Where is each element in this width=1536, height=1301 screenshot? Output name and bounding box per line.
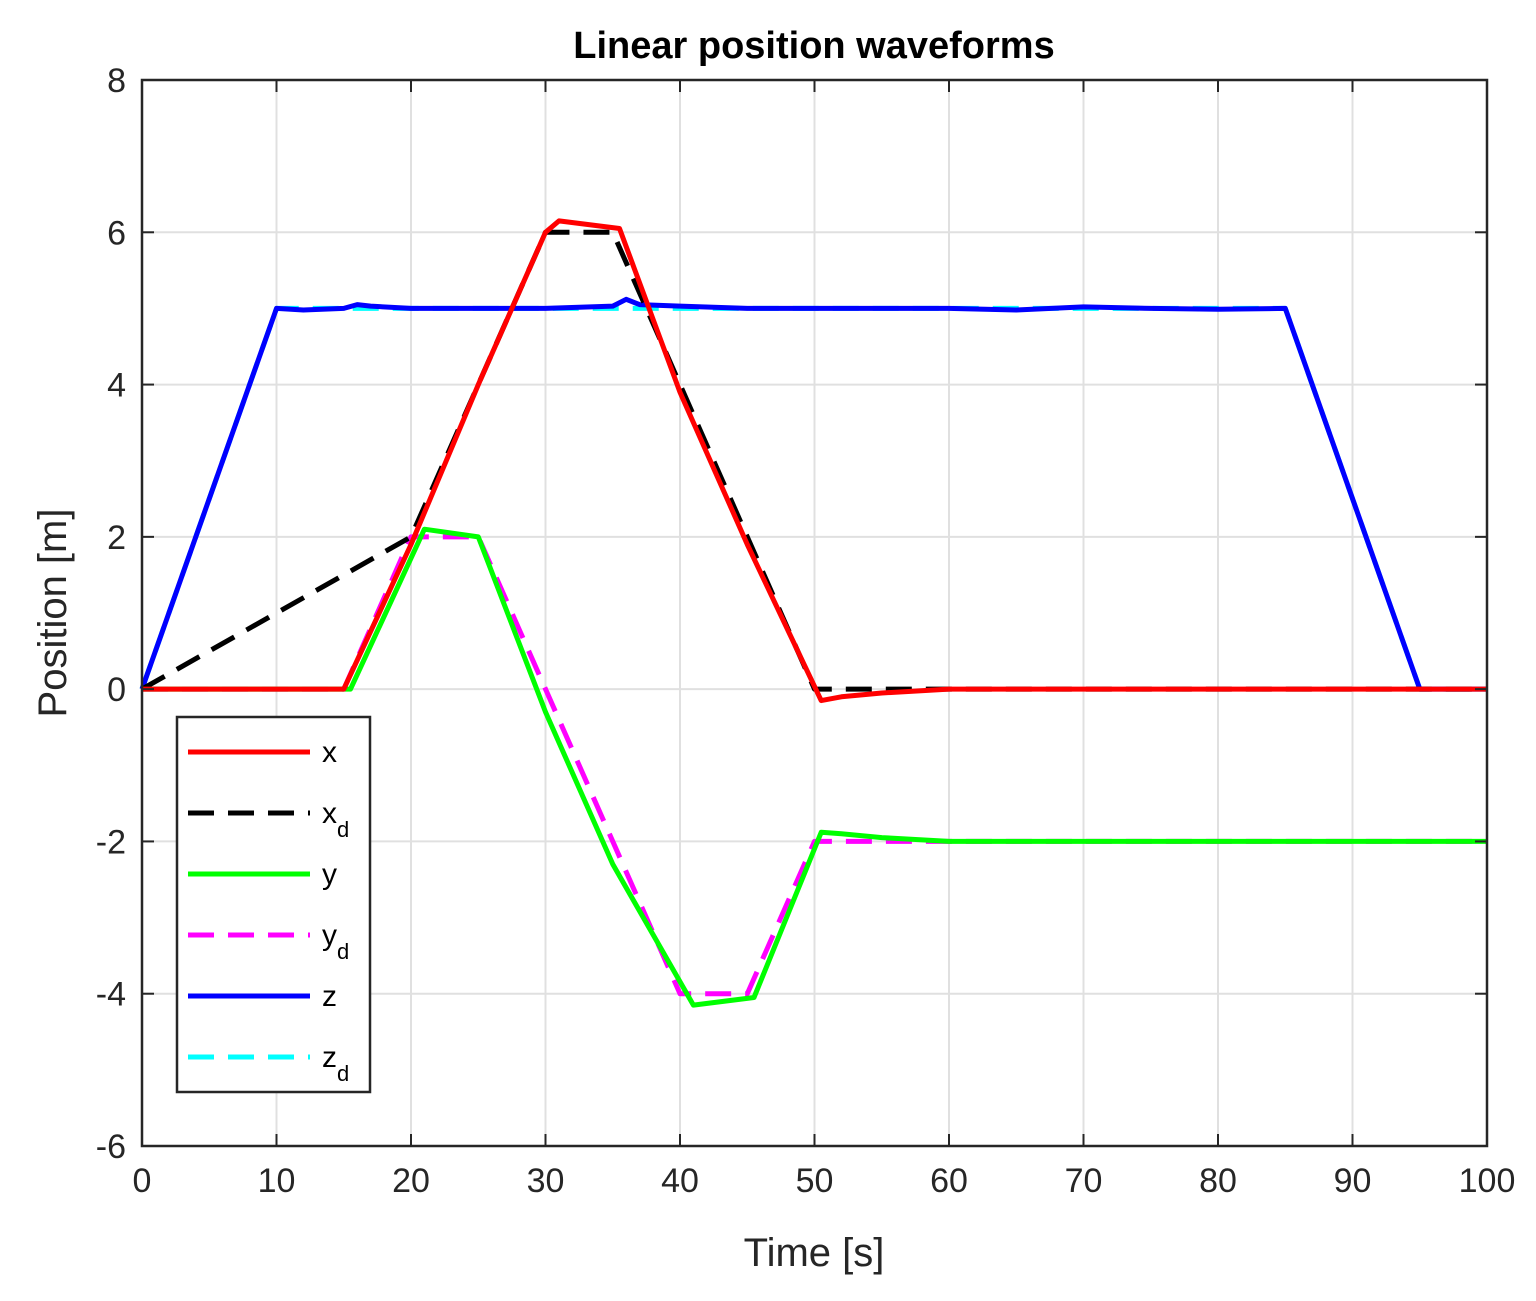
ticks — [141, 79, 1488, 1147]
x-tick-label: 20 — [392, 1162, 430, 1200]
legend-label-subscript: d — [337, 939, 349, 964]
x-tick-label: 10 — [258, 1162, 296, 1200]
y-tick-label: 2 — [107, 519, 126, 557]
chart-title: Linear position waveforms — [573, 25, 1054, 67]
series-line-x — [142, 218, 1487, 704]
legend-label-x: x — [322, 736, 337, 769]
series-line-z — [139, 296, 1487, 692]
legend-label-y-d: yd — [322, 919, 349, 964]
x-tick-label: 80 — [1199, 1162, 1237, 1200]
y-tick-label: 6 — [107, 214, 126, 252]
x-tick-label: 30 — [527, 1162, 565, 1200]
legend-label-main: x — [322, 797, 337, 830]
x-tick-label: 50 — [796, 1162, 834, 1200]
legend-label-main: z — [322, 1041, 337, 1074]
legend-label-z: z — [322, 980, 337, 1013]
x-tick-label: 90 — [1334, 1162, 1372, 1200]
series-layer — [139, 218, 1487, 1008]
legend-label-y: y — [322, 858, 337, 891]
x-tick-label: 40 — [661, 1162, 699, 1200]
legend-label-subscript: d — [337, 1061, 349, 1086]
y-tick-label: 4 — [107, 367, 126, 405]
legend-label-main: y — [322, 858, 337, 891]
legend-label-z-d: zd — [322, 1041, 349, 1086]
y-axis-label: Position [m] — [31, 509, 75, 718]
legend-label-main: x — [322, 736, 337, 769]
legend-label-x-d: xd — [322, 797, 349, 842]
y-tick-label: 0 — [107, 671, 126, 709]
y-tick-label: -6 — [96, 1128, 126, 1166]
series-line-y — [142, 526, 1487, 1008]
x-tick-label: 60 — [930, 1162, 968, 1200]
legend-box — [175, 715, 372, 1094]
legend-label-subscript: d — [337, 817, 349, 842]
legend-label-main: y — [322, 919, 337, 952]
legend-label-main: z — [322, 980, 337, 1013]
y-tick-label: -4 — [96, 976, 126, 1014]
x-tick-label: 70 — [1065, 1162, 1103, 1200]
x-tick-label: 100 — [1459, 1162, 1516, 1200]
series-line-y-d — [142, 534, 1487, 997]
y-tick-label: -2 — [96, 823, 126, 861]
x-axis-label: Time [s] — [744, 1231, 885, 1275]
y-tick-label: 8 — [107, 62, 126, 100]
tick-labels: 0 10 20 30 40 50 60 70 80 90 100 -6 -4 -2 0 2 4 6 8 — [96, 62, 1516, 1200]
x-tick-label: 0 — [133, 1162, 152, 1200]
